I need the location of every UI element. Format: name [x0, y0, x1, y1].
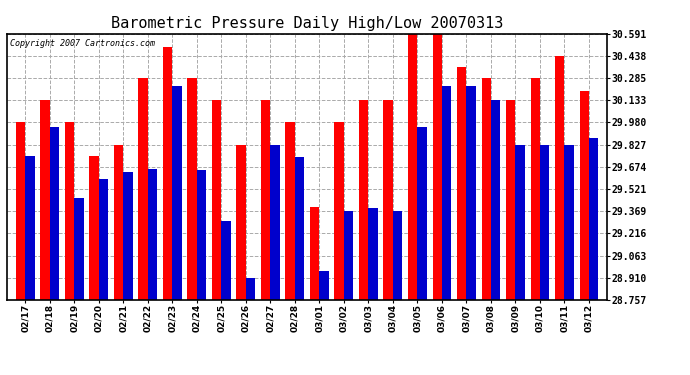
Bar	[506, 100, 515, 300]
Bar	[246, 278, 255, 300]
Bar	[466, 86, 475, 300]
Bar	[408, 34, 417, 300]
Bar	[531, 78, 540, 300]
Bar	[589, 138, 598, 300]
Bar	[261, 100, 270, 300]
Bar	[564, 145, 573, 300]
Bar	[319, 270, 328, 300]
Bar	[50, 127, 59, 300]
Bar	[75, 198, 83, 300]
Bar	[310, 207, 319, 300]
Bar	[124, 172, 132, 300]
Bar	[384, 100, 393, 300]
Bar	[555, 56, 564, 300]
Bar	[212, 100, 221, 300]
Bar	[197, 170, 206, 300]
Bar	[344, 211, 353, 300]
Bar	[221, 221, 230, 300]
Bar	[286, 123, 295, 300]
Bar	[270, 145, 279, 300]
Bar	[163, 47, 172, 300]
Bar	[335, 123, 344, 300]
Bar	[457, 67, 466, 300]
Bar	[139, 78, 148, 300]
Bar	[41, 100, 50, 300]
Bar	[580, 90, 589, 300]
Bar	[368, 208, 377, 300]
Bar	[442, 86, 451, 300]
Bar	[359, 100, 368, 300]
Bar	[515, 145, 524, 300]
Bar	[99, 179, 108, 300]
Bar	[65, 123, 75, 300]
Bar	[491, 100, 500, 300]
Bar	[16, 123, 26, 300]
Bar	[114, 145, 124, 300]
Bar	[540, 145, 549, 300]
Bar	[417, 127, 426, 300]
Bar	[188, 78, 197, 300]
Bar	[433, 34, 442, 300]
Bar	[172, 86, 181, 300]
Title: Barometric Pressure Daily High/Low 20070313: Barometric Pressure Daily High/Low 20070…	[111, 16, 503, 31]
Bar	[90, 156, 99, 300]
Bar	[237, 145, 246, 300]
Bar	[482, 78, 491, 300]
Bar	[295, 157, 304, 300]
Bar	[26, 156, 34, 300]
Bar	[393, 211, 402, 300]
Text: Copyright 2007 Cartronics.com: Copyright 2007 Cartronics.com	[10, 39, 155, 48]
Bar	[148, 169, 157, 300]
